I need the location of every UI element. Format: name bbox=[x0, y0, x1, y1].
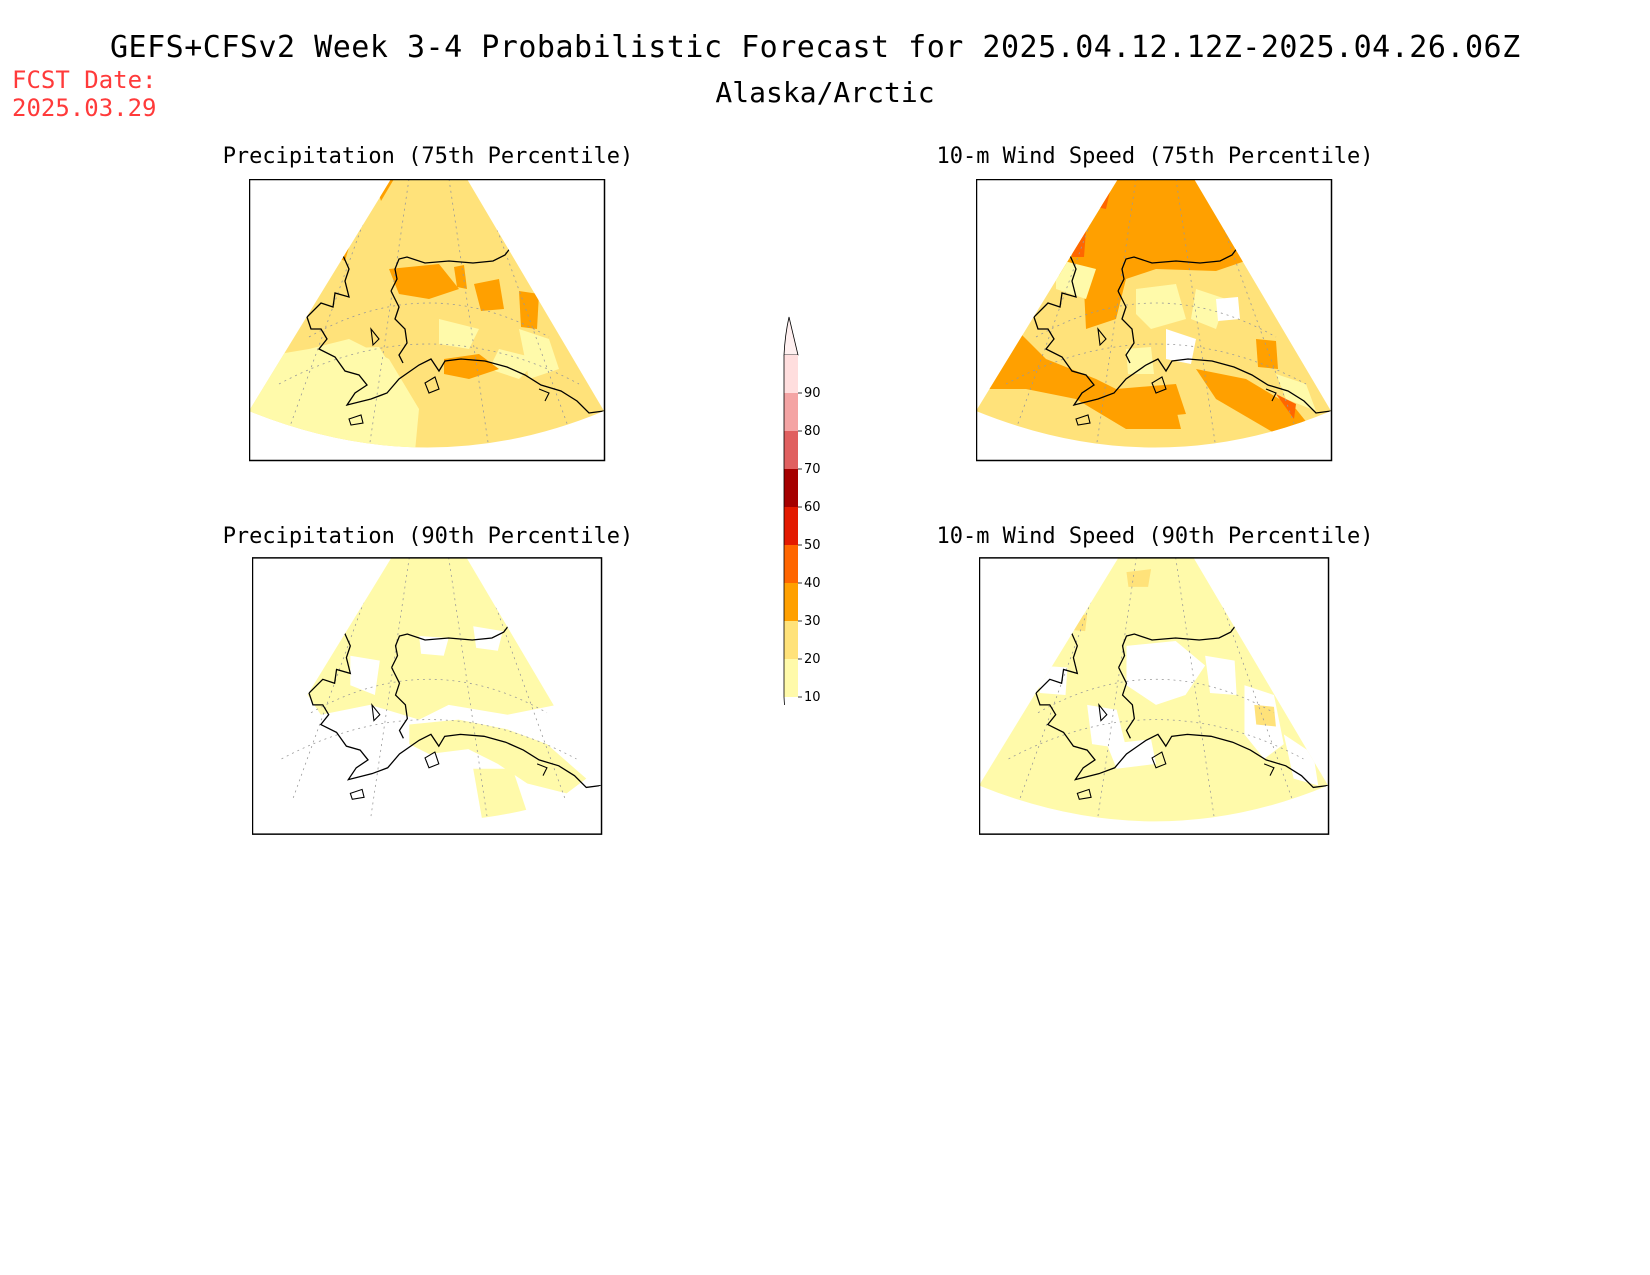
colorbar-label: 60 bbox=[804, 500, 821, 515]
colorbar-swatch-80 bbox=[784, 393, 798, 431]
colorbar: 10 20 30 40 50 60 70 80 90 bbox=[770, 315, 840, 705]
colorbar-label: 40 bbox=[804, 576, 821, 591]
colorbar-label: 50 bbox=[804, 538, 821, 553]
panel-title-wind-75: 10-m Wind Speed (75th Percentile) bbox=[936, 144, 1374, 169]
colorbar-bottom-arrow bbox=[783, 696, 785, 705]
colorbar-label: 10 bbox=[804, 690, 821, 705]
colorbar-swatch-30 bbox=[784, 583, 798, 621]
panel-title-wind-90: 10-m Wind Speed (90th Percentile) bbox=[936, 524, 1374, 549]
forecast-date: FCST Date: 2025.03.29 bbox=[12, 66, 157, 122]
colorbar-label: 30 bbox=[804, 614, 821, 629]
map-precip-90 bbox=[252, 557, 603, 836]
page-title: GEFS+CFSv2 Week 3-4 Probabilistic Foreca… bbox=[110, 30, 1521, 65]
map-wind-75 bbox=[976, 179, 1333, 462]
colorbar-label: 90 bbox=[804, 386, 821, 401]
colorbar-swatch-60 bbox=[784, 469, 798, 507]
forecast-date-label: FCST Date: bbox=[12, 66, 157, 94]
colorbar-swatch-10 bbox=[784, 659, 798, 697]
colorbar-swatch-70 bbox=[784, 431, 798, 469]
colorbar-label: 80 bbox=[804, 424, 821, 439]
colorbar-swatch-40 bbox=[784, 545, 798, 583]
forecast-date-value: 2025.03.29 bbox=[12, 94, 157, 122]
panel-title-precip-75: Precipitation (75th Percentile) bbox=[222, 144, 634, 169]
panel-title-precip-90: Precipitation (90th Percentile) bbox=[222, 524, 634, 549]
map-precip-75 bbox=[249, 179, 606, 462]
colorbar-swatch-20 bbox=[784, 621, 798, 659]
region-subtitle: Alaska/Arctic bbox=[715, 76, 935, 109]
colorbar-label: 20 bbox=[804, 652, 821, 667]
colorbar-swatch-50 bbox=[784, 507, 798, 545]
map-wind-90 bbox=[979, 557, 1330, 836]
colorbar-label: 70 bbox=[804, 462, 821, 477]
colorbar-top-arrow bbox=[783, 316, 799, 356]
colorbar-swatch-90 bbox=[784, 355, 798, 393]
